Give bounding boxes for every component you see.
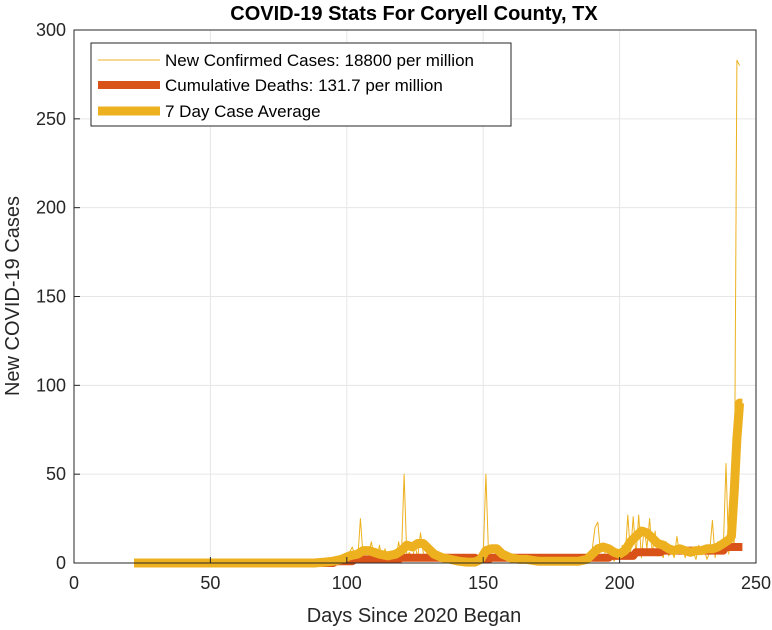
chart-title: COVID-19 Stats For Coryell County, TX (230, 3, 598, 25)
y-tick-label: 0 (56, 553, 66, 573)
y-axis-label: New COVID-19 Cases (2, 196, 24, 396)
y-tick-label: 100 (36, 375, 66, 395)
legend-box (90, 42, 512, 127)
y-tick-label: 150 (36, 287, 66, 307)
x-axis-label: Days Since 2020 Began (307, 605, 522, 627)
series-7day-case-average (134, 398, 745, 568)
x-tick-label: 250 (741, 573, 771, 593)
y-tick-label: 250 (36, 109, 66, 129)
series-cumulative-deaths (134, 543, 743, 567)
y-tick-label: 50 (46, 464, 66, 484)
legend: New Confirmed Cases: 18800 per million C… (90, 42, 512, 127)
legend-label-deaths: Cumulative Deaths: 131.7 per million (165, 76, 443, 95)
y-tick-label: 300 (36, 20, 66, 40)
y-tick-label: 200 (36, 198, 66, 218)
x-tick-label: 50 (200, 573, 220, 593)
legend-label-7day-average: 7 Day Case Average (165, 102, 321, 121)
legend-label-new-cases: New Confirmed Cases: 18800 per million (165, 51, 474, 70)
ticks: 0 50 100 150 200 250 0 50 100 150 200 250 300 (36, 20, 771, 593)
x-tick-label: 200 (605, 573, 635, 593)
x-tick-label: 150 (468, 573, 498, 593)
series-layer (134, 59, 745, 568)
x-tick-label: 100 (332, 573, 362, 593)
x-tick-label: 0 (69, 573, 79, 593)
